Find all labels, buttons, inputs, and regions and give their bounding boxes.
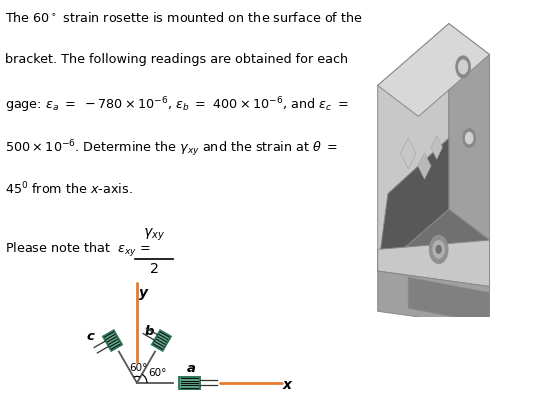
Polygon shape xyxy=(152,330,171,351)
Text: x: x xyxy=(282,378,291,392)
Text: 2: 2 xyxy=(150,262,159,276)
Circle shape xyxy=(433,241,445,258)
Polygon shape xyxy=(378,271,490,327)
Text: gage: $\epsilon_a\ =\ -780\times10^{-6}$, $\epsilon_b\ =\ 400\times10^{-6}$, and: gage: $\epsilon_a\ =\ -780\times10^{-6}$… xyxy=(5,96,349,116)
Polygon shape xyxy=(378,24,449,271)
Polygon shape xyxy=(431,136,442,159)
Circle shape xyxy=(456,56,470,78)
Polygon shape xyxy=(378,209,490,287)
Circle shape xyxy=(430,236,448,263)
Text: c: c xyxy=(86,330,94,343)
Text: y: y xyxy=(139,286,148,300)
Polygon shape xyxy=(378,24,490,116)
Circle shape xyxy=(436,246,441,253)
Circle shape xyxy=(463,129,475,147)
Text: Please note that  $\epsilon_{xy}$ =: Please note that $\epsilon_{xy}$ = xyxy=(5,241,151,259)
Text: bracket. The following readings are obtained for each: bracket. The following readings are obta… xyxy=(5,53,348,66)
Circle shape xyxy=(458,60,468,74)
Text: $500\times10^{-6}$. Determine the $\gamma_{xy}$ and the strain at $\theta\ =$: $500\times10^{-6}$. Determine the $\gamm… xyxy=(5,138,339,159)
Text: 60°: 60° xyxy=(148,368,167,379)
Polygon shape xyxy=(401,138,416,169)
Text: b: b xyxy=(144,325,154,338)
Polygon shape xyxy=(418,153,431,179)
Polygon shape xyxy=(408,277,490,324)
Polygon shape xyxy=(103,330,122,351)
Text: 60°: 60° xyxy=(129,363,148,373)
Circle shape xyxy=(465,133,473,144)
Polygon shape xyxy=(378,240,490,287)
Text: The 60$^\circ$ strain rosette is mounted on the surface of the: The 60$^\circ$ strain rosette is mounted… xyxy=(5,11,363,25)
Polygon shape xyxy=(179,377,200,389)
Polygon shape xyxy=(378,138,449,271)
Polygon shape xyxy=(449,24,490,240)
Text: $\gamma_{xy}$: $\gamma_{xy}$ xyxy=(143,227,165,243)
Text: 45$^0$ from the $x$-axis.: 45$^0$ from the $x$-axis. xyxy=(5,181,133,197)
Text: a: a xyxy=(187,362,195,375)
